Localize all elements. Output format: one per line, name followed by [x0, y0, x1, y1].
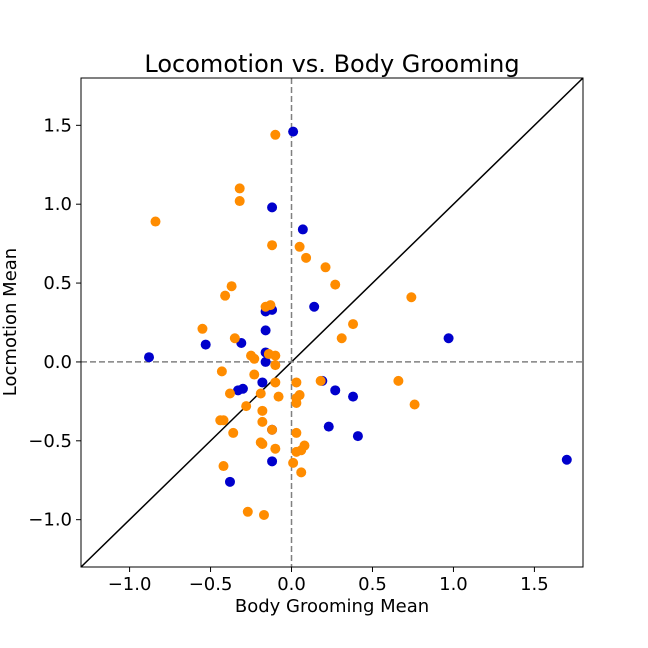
x-tick-label: −1.0 — [108, 574, 152, 595]
data-point — [309, 301, 320, 312]
data-point — [297, 224, 308, 235]
x-tick-label: 1.0 — [439, 574, 468, 595]
data-point — [409, 399, 420, 410]
data-point — [260, 356, 271, 367]
data-point — [216, 366, 227, 377]
data-point — [330, 385, 341, 396]
data-point — [200, 339, 211, 350]
data-point — [288, 457, 299, 468]
data-point — [336, 333, 347, 344]
x-tick-label: 1.5 — [520, 574, 549, 595]
data-point — [144, 352, 155, 363]
data-point — [226, 281, 237, 292]
data-point — [257, 438, 268, 449]
x-tick-label: −0.5 — [189, 574, 233, 595]
data-point — [406, 292, 417, 303]
data-point — [150, 216, 161, 227]
x-axis-label: Body Grooming Mean — [235, 596, 429, 617]
data-point — [249, 369, 260, 380]
x-tick-label: 0.0 — [277, 574, 306, 595]
data-point — [267, 456, 278, 467]
data-point — [229, 333, 240, 344]
data-point — [241, 401, 252, 412]
data-point — [294, 390, 305, 401]
data-points — [144, 126, 572, 520]
data-point — [249, 353, 260, 364]
data-point — [218, 461, 229, 472]
data-point — [234, 183, 245, 194]
data-point — [352, 431, 363, 442]
data-point — [273, 391, 284, 402]
data-point — [291, 397, 302, 408]
data-point — [296, 467, 307, 478]
data-point — [320, 262, 331, 273]
data-point — [330, 279, 341, 290]
data-point — [443, 333, 454, 344]
data-point — [197, 323, 208, 334]
data-point — [270, 377, 281, 388]
data-point — [257, 416, 268, 427]
data-point — [260, 325, 271, 336]
data-point — [234, 196, 245, 207]
y-tick-label: 0.0 — [43, 352, 72, 373]
data-point — [291, 377, 302, 388]
data-point — [224, 476, 235, 487]
data-point — [393, 375, 404, 386]
data-point — [224, 388, 235, 399]
y-tick-label: −0.5 — [28, 431, 72, 452]
reference-lines — [81, 78, 583, 567]
data-point — [267, 240, 278, 251]
y-axis: −1.0 −0.5 0.0 0.5 1.0 1.5 — [28, 115, 81, 531]
data-point — [270, 129, 281, 140]
data-point — [315, 375, 326, 386]
data-point — [270, 443, 281, 454]
plot-frame — [80, 77, 584, 568]
data-point — [294, 241, 305, 252]
data-point — [296, 445, 307, 456]
data-point — [348, 391, 359, 402]
y-tick-label: −1.0 — [28, 510, 72, 531]
data-point — [288, 126, 299, 137]
y-tick-label: 1.0 — [43, 194, 72, 215]
x-tick-label: 0.5 — [358, 574, 387, 595]
x-axis: −1.0 −0.5 0.0 0.5 1.0 1.5 — [108, 567, 549, 595]
data-point — [218, 415, 229, 426]
data-point — [258, 509, 269, 520]
data-point — [301, 252, 312, 263]
data-point — [265, 300, 276, 311]
data-point — [267, 424, 278, 435]
y-tick-label: 0.5 — [43, 273, 72, 294]
data-point — [242, 506, 253, 517]
data-point — [561, 454, 572, 465]
y-axis-label: Locmotion Mean — [0, 248, 21, 396]
data-point — [257, 377, 268, 388]
identity-line — [81, 78, 583, 567]
data-point — [220, 290, 231, 301]
data-point — [323, 421, 334, 432]
chart-title: Locomotion vs. Body Grooming — [144, 50, 519, 78]
data-point — [348, 319, 359, 330]
y-tick-label: 1.5 — [43, 115, 72, 136]
data-point — [267, 202, 278, 213]
data-point — [270, 350, 281, 361]
data-point — [228, 427, 239, 438]
data-point — [257, 405, 268, 416]
data-point — [255, 388, 266, 399]
data-point — [237, 383, 248, 394]
data-point — [291, 427, 302, 438]
data-point — [270, 360, 281, 371]
